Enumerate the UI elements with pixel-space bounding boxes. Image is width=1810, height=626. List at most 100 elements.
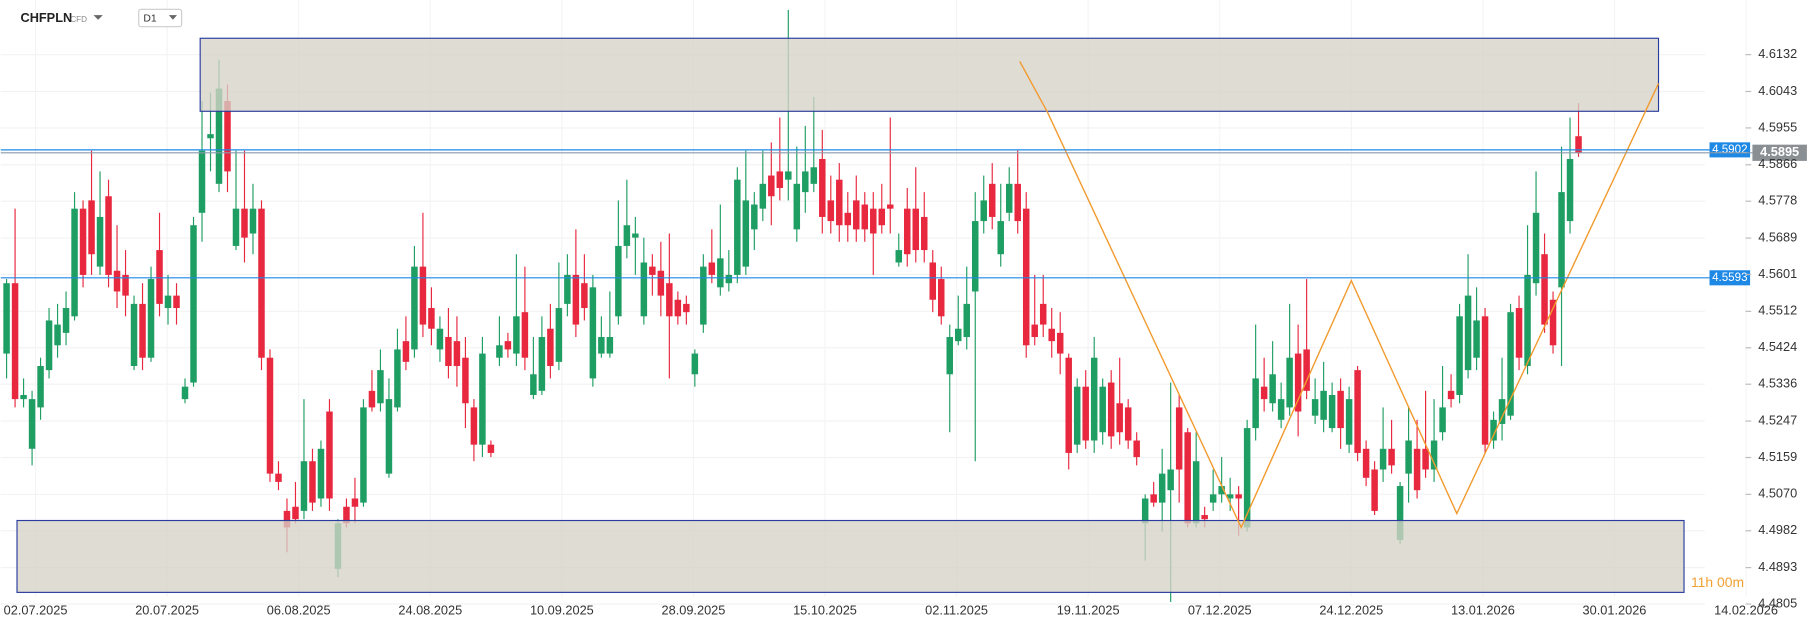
candle-body	[1575, 136, 1582, 153]
candle-body	[1235, 494, 1242, 499]
candle-body	[768, 175, 775, 197]
candle-body	[292, 506, 299, 520]
candle-body	[1498, 399, 1506, 424]
candle-body	[1439, 407, 1446, 433]
candle-body	[751, 204, 758, 230]
candle-body	[802, 171, 809, 193]
candle-body	[173, 295, 180, 309]
candle-body	[1107, 382, 1115, 437]
candle-body	[734, 179, 741, 275]
candle-body	[258, 208, 265, 358]
candle-body	[640, 262, 648, 317]
candle-body	[776, 171, 784, 188]
candle-body	[1005, 183, 1013, 213]
candle-body	[275, 473, 282, 482]
candle-body	[45, 320, 53, 371]
candle-body	[980, 200, 987, 222]
candle-body	[785, 171, 792, 180]
candle-body	[759, 183, 767, 209]
candle-body	[156, 250, 163, 304]
y-tick-label: 4.5601	[1758, 266, 1797, 281]
candle-body	[411, 266, 418, 350]
candle-body	[1158, 473, 1166, 503]
candle-body	[1303, 349, 1310, 391]
y-tick-label: 4.6043	[1758, 83, 1797, 98]
candle-body	[895, 250, 903, 263]
candle-body	[530, 374, 537, 395]
candle-body	[1388, 448, 1395, 466]
timeframe-dropdown	[168, 15, 177, 20]
candle-body	[649, 266, 656, 275]
x-tick-label: 24.12.2025	[1319, 602, 1383, 617]
candle-body	[683, 303, 690, 313]
candle-body	[581, 283, 588, 309]
candle-body	[113, 270, 121, 292]
x-tick-label: 02.11.2025	[925, 602, 988, 617]
candle-body	[1337, 390, 1344, 429]
candle-body	[657, 270, 665, 296]
candle-body	[1099, 386, 1106, 433]
y-tick-label: 4.4893	[1758, 559, 1797, 574]
candle-body	[1515, 308, 1523, 358]
candle-body	[1082, 386, 1089, 441]
candle-body	[62, 308, 70, 333]
candle-body	[479, 353, 486, 445]
candle-body	[139, 303, 146, 358]
candle-body	[283, 510, 291, 528]
candle-body	[929, 262, 936, 300]
x-tick-label: 10.09.2025	[530, 602, 594, 617]
candle-body	[513, 316, 520, 354]
x-tick-label: 13.01.2026	[1451, 602, 1515, 617]
candle-body	[71, 208, 78, 317]
instrument-type: CFD	[70, 15, 87, 24]
candle-body	[368, 390, 376, 408]
candle-body	[853, 200, 860, 230]
candle-body	[827, 200, 835, 222]
candle-body	[844, 212, 852, 226]
y-tick-label: 4.5689	[1758, 229, 1797, 244]
y-tick-label: 4.5866	[1758, 156, 1797, 171]
candle-body	[436, 328, 444, 350]
current-price-label: 4.5895	[1760, 144, 1799, 159]
timeframe[interactable]: D1	[143, 13, 157, 24]
candle-body	[1549, 299, 1557, 346]
candle-body	[1473, 320, 1480, 358]
candle-body	[1481, 316, 1489, 445]
candle-body	[870, 208, 877, 234]
candle-body	[20, 394, 27, 400]
candle-body	[912, 208, 920, 251]
candle-body	[164, 295, 172, 309]
countdown: 11h 00m	[1691, 574, 1744, 590]
candle-body	[1311, 399, 1319, 416]
candle-body	[946, 337, 953, 375]
x-tick-label: 28.09.2025	[662, 602, 726, 617]
symbol[interactable]: CHFPLN	[20, 10, 72, 25]
y-tick-label: 4.5955	[1758, 119, 1797, 134]
levels: 4.5902 4.5593 4.5895	[0, 142, 1807, 286]
candle-body	[742, 200, 750, 267]
support-zone[interactable]	[16, 519, 1685, 593]
candle-body	[1320, 390, 1327, 420]
x-tick-label: 19.11.2025	[1057, 602, 1120, 617]
candle-body	[1396, 486, 1404, 540]
axis: 4.6132 4.6043 4.5955 4.5866 4.5778 4.5689 4.56…	[4, 46, 1798, 617]
symbol-dropdown[interactable]	[93, 15, 103, 20]
timeframe-box[interactable]	[138, 8, 183, 28]
candle-body	[1090, 357, 1098, 441]
candle-body	[1014, 183, 1021, 222]
resistance-zone[interactable]	[199, 37, 1660, 112]
candle-body	[3, 283, 10, 354]
trend-drawing[interactable]	[1019, 61, 1660, 530]
candles	[3, 9, 1582, 602]
candle-body	[921, 216, 928, 251]
candle-body	[1405, 440, 1412, 474]
candle-body	[1328, 394, 1336, 429]
candle-body	[1413, 448, 1421, 491]
x-tick-label: 14.02.2026	[1714, 602, 1778, 617]
candle-body	[232, 208, 240, 246]
candle-body	[1184, 432, 1191, 524]
candle-body	[836, 179, 843, 226]
y-tick-label: 4.5159	[1758, 449, 1797, 464]
candle-body	[1243, 428, 1251, 528]
